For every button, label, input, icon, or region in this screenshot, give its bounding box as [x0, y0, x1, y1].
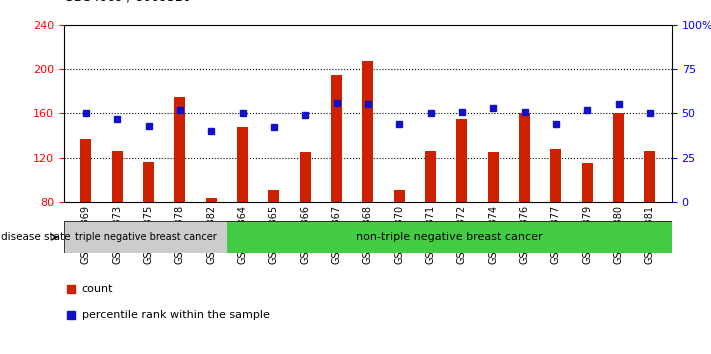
Text: count: count: [82, 284, 113, 293]
Bar: [394, 190, 405, 290]
Bar: [331, 75, 342, 290]
Bar: [269, 190, 279, 290]
Bar: [174, 97, 186, 290]
Bar: [227, 221, 672, 253]
Text: non-triple negative breast cancer: non-triple negative breast cancer: [356, 232, 542, 242]
Bar: [363, 61, 373, 290]
Bar: [80, 139, 92, 290]
Bar: [488, 152, 499, 290]
Bar: [425, 151, 436, 290]
Bar: [550, 149, 562, 290]
Bar: [644, 151, 656, 290]
Bar: [237, 127, 248, 290]
Bar: [613, 113, 624, 290]
Text: triple negative breast cancer: triple negative breast cancer: [75, 232, 216, 242]
Bar: [205, 199, 217, 290]
Bar: [143, 162, 154, 290]
Bar: [582, 163, 593, 290]
Text: percentile rank within the sample: percentile rank within the sample: [82, 310, 269, 320]
Bar: [519, 113, 530, 290]
Bar: [300, 152, 311, 290]
Text: disease state: disease state: [1, 232, 70, 242]
Bar: [64, 221, 227, 253]
Text: GDS4069 / 8009326: GDS4069 / 8009326: [64, 0, 191, 4]
Bar: [112, 151, 123, 290]
Bar: [456, 119, 467, 290]
